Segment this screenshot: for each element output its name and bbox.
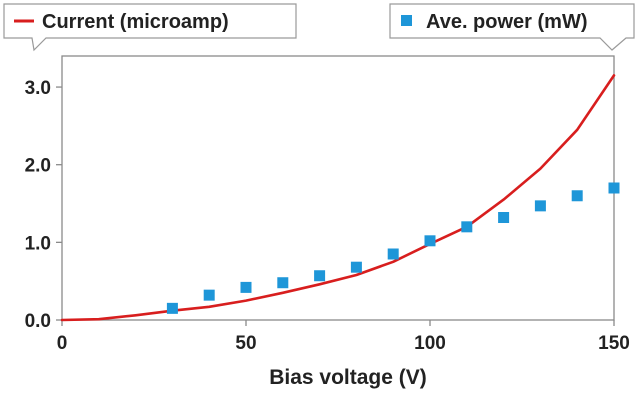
legend-current: Current (microamp) <box>3 3 297 52</box>
y-tick-label: 3.0 <box>25 78 51 99</box>
power-point <box>571 190 583 202</box>
power-point <box>350 261 362 273</box>
y-tick-label: 1.0 <box>25 233 51 254</box>
axis-ticks <box>56 86 615 326</box>
x-tick-label: 50 <box>235 333 256 354</box>
x-tick-label: 100 <box>414 333 446 354</box>
power-point <box>314 270 326 282</box>
legend-power: Ave. power (mW) <box>389 3 635 51</box>
power-point <box>534 200 546 212</box>
legend-current-label: Current (microamp) <box>42 11 229 33</box>
power-point <box>608 182 620 194</box>
x-axis-title: Bias voltage (V) <box>269 366 427 389</box>
y-tick-label: 2.0 <box>25 156 51 177</box>
power-point <box>498 212 510 224</box>
legend-power-label: Ave. power (mW) <box>426 11 588 33</box>
legend-power-box <box>389 3 635 51</box>
legend-power-swatch <box>401 15 412 26</box>
power-point <box>203 289 215 301</box>
power-point <box>240 281 252 293</box>
series-layer <box>60 74 620 322</box>
power-point <box>166 302 178 314</box>
legend-current-box <box>3 3 297 52</box>
power-point <box>277 277 289 289</box>
tick-labels: 0 50 100 150 0.0 1.0 2.0 3.0 <box>25 78 630 354</box>
power-point <box>387 248 399 260</box>
x-tick-label: 150 <box>598 333 630 354</box>
power-point <box>424 235 436 247</box>
x-tick-label: 0 <box>57 333 68 354</box>
series-line-current <box>60 74 616 322</box>
y-tick-label: 0.0 <box>25 311 51 332</box>
power-point <box>461 221 473 233</box>
